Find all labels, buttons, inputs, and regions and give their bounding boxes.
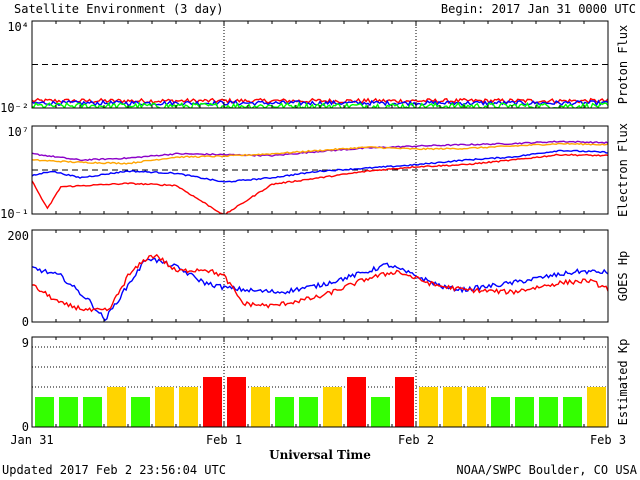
- goes_hp-y-tick-min: 0: [22, 315, 29, 329]
- kp-bar: [323, 387, 342, 427]
- kp-bar: [395, 377, 414, 427]
- kp-bar: [491, 397, 510, 427]
- proton-y-tick-min: 10⁻²: [0, 101, 29, 115]
- x-axis-label: Universal Time: [269, 448, 371, 462]
- electron-plot-area: [32, 126, 608, 214]
- kp-bar: [419, 387, 438, 427]
- kp-bar: [203, 377, 222, 427]
- kp-bar: [131, 397, 150, 427]
- goes_hp-frame: [31, 229, 609, 323]
- kp-bar: [587, 387, 606, 427]
- kp-bar: [299, 397, 318, 427]
- goes_hp-panel-label: GOES Hp: [616, 251, 630, 302]
- x-tick-feb1: Feb 1: [206, 433, 242, 447]
- electron-panel-label: Electron Flux: [616, 123, 630, 217]
- electron-y-tick-max: 10⁷: [7, 125, 29, 139]
- kp-bar: [539, 397, 558, 427]
- kp-bar: [227, 377, 246, 427]
- x-tick-jan31: Jan 31: [10, 433, 53, 447]
- electron-series-orange: [32, 142, 608, 165]
- electron-series-blue: [32, 149, 608, 183]
- kp-bar: [371, 397, 390, 427]
- kp-bar: [107, 387, 126, 427]
- kp-bar: [563, 397, 582, 427]
- electron-series-purple: [32, 140, 608, 162]
- electron-y-tick-min: 10⁻¹: [0, 207, 29, 221]
- goes_hp-series-red: [32, 253, 608, 313]
- kp-bar: [83, 397, 102, 427]
- kp-bar: [347, 377, 366, 427]
- proton-plot-area: [32, 21, 608, 108]
- proton-series-red: [32, 97, 608, 105]
- panel-electron: 10⁷ 10⁻¹ Electron Flux: [0, 123, 630, 221]
- panel-goes_hp: 200 0 GOES Hp: [7, 229, 630, 329]
- kp-y-tick-min: 0: [22, 420, 29, 434]
- kp-bar: [251, 387, 270, 427]
- begin-timestamp: Begin: 2017 Jan 31 0000 UTC: [441, 2, 636, 16]
- proton-y-tick-max: 10⁴: [7, 20, 29, 34]
- goes_hp-plot-area: [32, 230, 608, 322]
- kp-y-tick-max: 9: [22, 336, 29, 350]
- kp-bar: [275, 397, 294, 427]
- chart-title: Satellite Environment (3 day): [14, 2, 224, 16]
- kp-bar: [155, 387, 174, 427]
- kp-bar: [179, 387, 198, 427]
- kp-bar: [467, 387, 486, 427]
- panel-proton: 10⁴ 10⁻² Proton Flux: [0, 20, 630, 115]
- kp-panel-label: Estimated Kp: [616, 339, 630, 426]
- x-tick-feb2: Feb 2: [398, 433, 434, 447]
- proton-frame: [31, 20, 609, 109]
- proton-panel-label: Proton Flux: [616, 25, 630, 104]
- goes_hp-y-tick-max: 200: [7, 229, 29, 243]
- kp-bar: [59, 397, 78, 427]
- kp-bar: [35, 397, 54, 427]
- kp-bar: [515, 397, 534, 427]
- kp-plot-area: [32, 337, 608, 427]
- x-tick-feb3: Feb 3: [590, 433, 626, 447]
- updated-timestamp: Updated 2017 Feb 2 23:56:04 UTC: [2, 463, 226, 477]
- goes_hp-series-blue: [32, 257, 608, 322]
- electron-series-red: [32, 153, 608, 214]
- credit-text: NOAA/SWPC Boulder, CO USA: [456, 463, 637, 477]
- kp-bar: [443, 387, 462, 427]
- panel-kp: 9 0 Estimated Kp: [22, 336, 630, 434]
